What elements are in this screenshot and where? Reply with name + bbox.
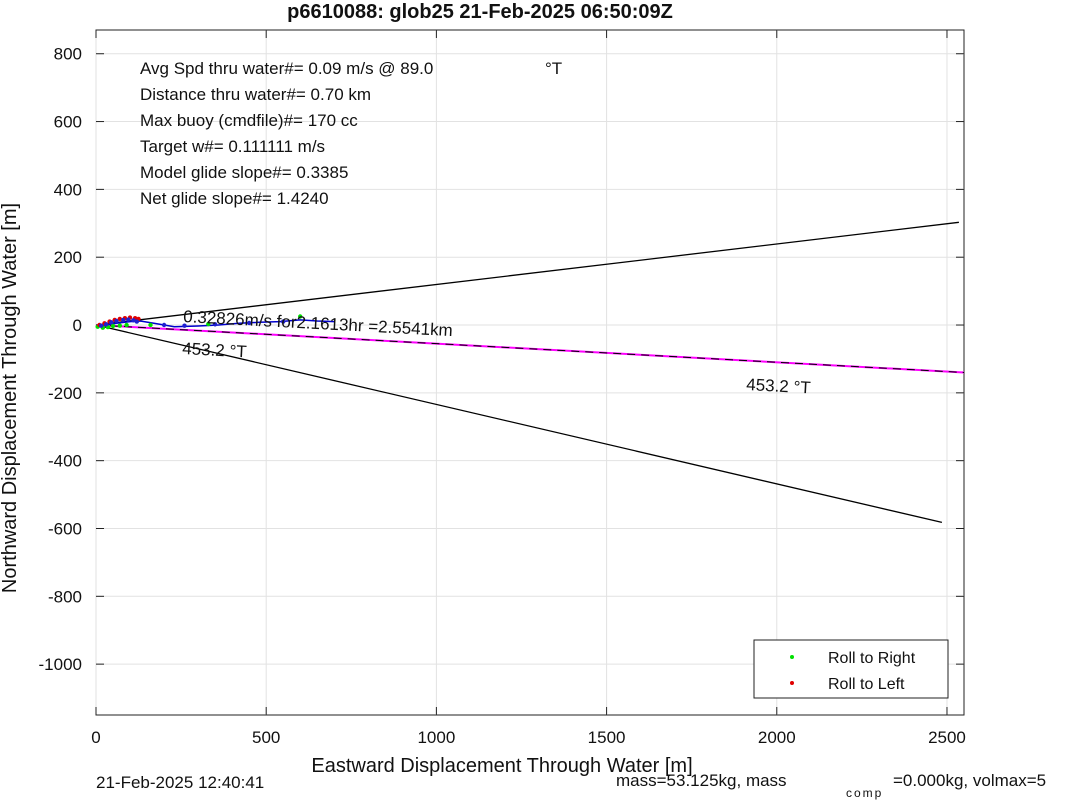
info-line-net-glide: Net glide slope#= 1.4240	[140, 189, 329, 208]
x-tick-label: 1000	[417, 728, 455, 747]
roll-to-right-point	[206, 321, 211, 327]
legend: Roll to Right Roll to Left	[753, 639, 949, 699]
info-block: Avg Spd thru water#= 0.09 m/s @ 89.0 °T …	[140, 59, 562, 208]
roll-to-right-point	[124, 322, 129, 328]
roll-to-right-point	[148, 322, 153, 328]
y-tick-label: 600	[54, 113, 82, 132]
heading-annotation-2: 453.2 °T	[746, 375, 811, 397]
unclassified-point	[212, 322, 218, 327]
unclassified-point	[114, 318, 119, 324]
y-tick-label: -800	[48, 587, 82, 606]
info-line-model-glide: Model glide slope#= 0.3385	[140, 163, 348, 182]
info-avg-speed-unit: °T	[545, 59, 562, 78]
info-line-max-buoy: Max buoy (cmdfile)#= 170 cc	[140, 111, 358, 130]
footer-timestamp: 21-Feb-2025 12:40:41	[96, 773, 264, 792]
x-tick-label: 0	[91, 728, 100, 747]
footer-mass: mass=53.125kg, mass	[616, 771, 787, 790]
unclassified-point	[134, 319, 139, 324]
y-tick-label: 400	[54, 180, 82, 199]
axis-ticks: 0 500 1000 1500 2000 25008006004002000-200-40…	[39, 30, 966, 747]
y-tick-label: 0	[73, 316, 82, 335]
dive-track-line	[95, 319, 335, 328]
x-tick-label: 2500	[928, 728, 966, 747]
x-tick-label: 1500	[588, 728, 626, 747]
x-axis-label: Eastward Displacement Through Water [m]	[311, 755, 692, 777]
legend-label-roll-right: Roll to Right	[828, 650, 916, 667]
reference-lines	[95, 221, 965, 524]
info-line-distance: Distance thru water#= 0.70 km	[140, 85, 371, 104]
unclassified-point	[109, 320, 114, 325]
y-tick-label: -600	[48, 519, 82, 538]
unclassified-point	[131, 318, 136, 323]
unclassified-point	[126, 317, 131, 322]
info-line-avg-speed: Avg Spd thru water#= 0.09 m/s @ 89.0	[140, 59, 433, 78]
legend-label-roll-left: Roll to Left	[828, 676, 905, 693]
y-tick-label: -200	[48, 384, 82, 403]
legend-marker-roll-left	[790, 681, 794, 685]
roll-to-left-point	[117, 316, 123, 322]
y-tick-label: 800	[54, 45, 82, 64]
unclassified-point	[121, 317, 126, 323]
info-line-target-w: Target w#= 0.111111 m/s	[140, 137, 325, 156]
lower-bound-line	[95, 324, 943, 524]
unclassified-point	[182, 323, 187, 328]
data-points	[95, 314, 303, 330]
projected-track-dashed-line	[95, 324, 965, 373]
y-tick-label: -400	[48, 452, 82, 471]
roll-to-right-point	[117, 323, 123, 328]
unclassified-point	[247, 320, 252, 326]
unclassified-point	[161, 322, 167, 328]
x-tick-label: 500	[252, 728, 280, 747]
y-tick-label: 200	[54, 248, 82, 267]
footer-comp-subscript: comp	[846, 786, 883, 800]
legend-marker-roll-right	[790, 655, 794, 659]
upper-bound-line	[95, 221, 959, 326]
footer-tail: =0.000kg, volmax=5	[893, 771, 1046, 790]
y-axis-label: Northward Displacement Through Water [m]	[0, 203, 21, 593]
unclassified-point	[104, 322, 109, 327]
roll-to-right-point	[110, 323, 116, 329]
plot-area	[95, 29, 965, 716]
roll-to-right-point	[298, 314, 303, 319]
y-tick-label: -1000	[39, 655, 82, 674]
chart-title: p6610088: glob25 21-Feb-2025 06:50:09Z	[287, 1, 673, 23]
unclassified-point	[281, 319, 286, 324]
legend-box	[753, 639, 949, 699]
unclassified-point	[98, 323, 104, 328]
x-tick-label: 2000	[758, 728, 796, 747]
heading-annotation-1: 453.2 °T	[182, 339, 247, 361]
